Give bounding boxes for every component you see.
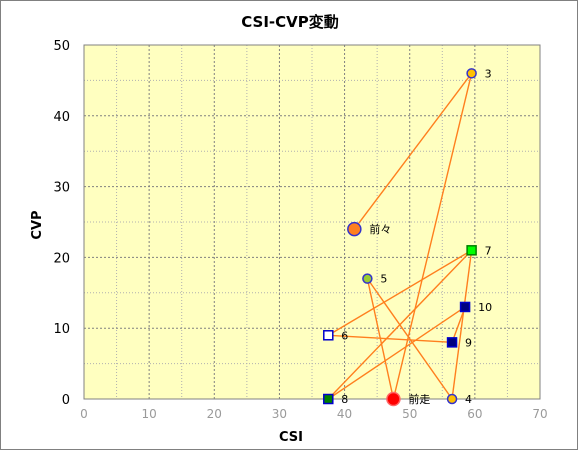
data-point xyxy=(446,393,458,405)
y-axis-label: CVP xyxy=(30,210,45,239)
chart-title: CSI-CVP変動 xyxy=(241,13,339,31)
data-label: 6 xyxy=(341,329,348,342)
y-tick-label: 0 xyxy=(62,393,70,408)
data-point xyxy=(459,301,471,313)
x-tick-label: 30 xyxy=(272,407,287,421)
y-tick-label: 20 xyxy=(53,251,70,266)
data-label: 前々 xyxy=(369,222,391,236)
data-point xyxy=(466,245,477,256)
data-label: 9 xyxy=(465,336,472,349)
series-line-segment xyxy=(392,73,473,400)
data-point xyxy=(323,330,334,341)
x-tick-label: 60 xyxy=(467,407,482,421)
data-label: 10 xyxy=(478,301,492,314)
data-label: 7 xyxy=(485,244,492,257)
data-point xyxy=(347,221,362,237)
data-point xyxy=(362,273,373,284)
x-tick-label: 10 xyxy=(142,407,157,421)
data-point xyxy=(446,337,458,348)
x-tick-label: 50 xyxy=(402,407,417,421)
data-point xyxy=(323,393,334,405)
series-line-segment xyxy=(451,306,466,343)
x-tick-label: 0 xyxy=(80,407,88,421)
data-label: 5 xyxy=(380,273,387,286)
data-point xyxy=(466,68,477,79)
data-label: 8 xyxy=(341,393,348,406)
series-line-segment xyxy=(366,278,453,400)
y-tick-label: 30 xyxy=(53,181,70,196)
series-line-segment xyxy=(327,249,473,400)
y-tick-label: 50 xyxy=(53,39,70,54)
data-label: 前走 xyxy=(408,392,430,406)
series-line-segment xyxy=(451,250,473,400)
y-tick-label: 10 xyxy=(53,322,70,337)
series-line-segment xyxy=(353,72,473,230)
y-tick-label: 40 xyxy=(53,110,70,125)
data-point xyxy=(386,391,401,407)
x-tick-label: 20 xyxy=(207,407,222,421)
series-line-segment xyxy=(328,334,453,344)
x-tick-label: 40 xyxy=(337,407,352,421)
series-line-segment xyxy=(327,249,472,336)
series-line-segment xyxy=(327,306,466,400)
data-label: 3 xyxy=(485,67,492,80)
x-tick-label: 70 xyxy=(532,407,547,421)
plot-border xyxy=(83,44,541,400)
x-axis-label: CSI xyxy=(279,430,303,445)
data-label: 4 xyxy=(465,393,472,406)
